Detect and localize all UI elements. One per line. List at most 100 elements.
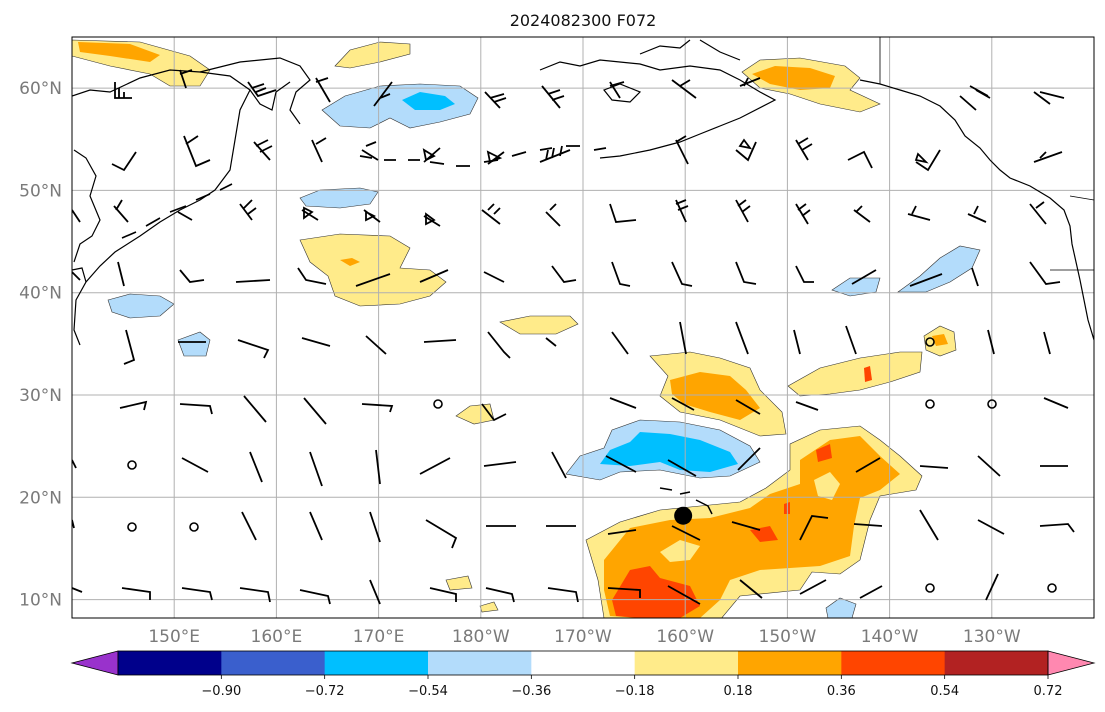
wind-barb [545,203,561,227]
calm-circle [925,399,935,409]
colorbar-tick-label: 0.18 [724,684,753,699]
wind-barb [481,203,501,225]
wind-barb [181,457,209,473]
colorbar-outline [117,650,1049,676]
wind-barb [481,403,507,422]
wind-barb [845,325,857,355]
wind-barb [909,273,943,287]
wind-barb [373,81,393,107]
storm-center-marker [674,506,693,525]
calm-circle [925,583,935,593]
wind-barb [735,399,761,415]
wind-barb [239,587,271,603]
colorbar-tick-label: 0.54 [930,684,959,699]
wind-barb [1033,151,1063,163]
wind-barb [301,337,331,347]
wind-barb [735,321,749,355]
anomaly-positive-region [499,315,579,335]
wind-barb [847,150,873,169]
latitude-label: 60°N [19,79,62,99]
wind-barb [486,150,505,165]
colorbar-segment [634,651,739,675]
kamchatka-coastline [72,69,251,346]
latitude-label: 20°N [19,488,62,508]
colorbar-tick-label: −0.36 [511,684,551,699]
wind-barb [253,139,273,161]
anomaly-negative-region [107,293,175,319]
colorbar-tick-label: −0.54 [408,684,448,699]
gulf-of-alaska-coastline [859,79,1094,341]
colorbar-segment [221,651,326,675]
wind-barb [179,403,213,415]
wind-barb [737,447,761,471]
anomaly-positive-peak [816,444,832,462]
longitude-label: 130°W [963,627,1021,647]
wind-barb [241,511,257,541]
wind-barb [977,455,1001,477]
calm-circle [127,460,137,470]
wind-barb [239,199,257,221]
wind-barb [117,261,125,287]
wind-barb [484,91,507,109]
anomaly-negative-region [831,277,881,297]
latitude-label: 40°N [19,284,62,304]
colorbar-segment [841,651,946,675]
wind-barb [919,509,939,541]
anomaly-positive-core [752,66,835,90]
longitude-label: 150°W [759,627,817,647]
wind-barb [671,525,701,541]
wind-barb [235,279,271,283]
wind-barb [419,457,451,475]
gridlines [72,37,1094,618]
wind-barb [419,269,449,283]
wind-barb [72,271,81,281]
wind-barb [731,521,761,531]
wind-barb [123,329,136,365]
colorbar-extend-low [70,650,119,676]
alaska-coastline [603,39,741,103]
wind-barb [667,585,701,605]
wind-barb [539,145,571,163]
latitude-label: 30°N [19,386,62,406]
wind-barb [363,209,381,223]
wind-barb [237,339,270,359]
anomaly-positive-region [455,403,495,425]
colorbar-tick-label: −0.18 [615,684,655,699]
longitude-label: 150°E [148,627,200,647]
wind-barb [72,587,83,593]
wind-barb [967,205,987,223]
wind-barb [609,81,625,99]
wind-barb [607,587,641,598]
wind-barb [859,585,883,599]
wind-barb [72,209,81,223]
wind-barb [795,203,811,225]
longitude-label: 180°W [452,627,510,647]
longitude-label: 170°E [353,627,405,647]
calm-wind-markers [127,337,1057,593]
wind-barb [541,85,565,109]
wind-barb [487,331,511,359]
wind-barb [429,587,457,602]
wind-barb [1043,397,1069,409]
wind-barb [299,589,331,605]
anomaly-positive-region [445,575,473,591]
wind-barb [247,81,277,98]
wind-barb [483,461,517,467]
calm-circle [987,399,997,409]
wind-barb [114,82,132,99]
map-frame [71,36,1095,619]
wind-barb [609,397,637,409]
wind-barb [72,459,77,469]
wind-barb [987,329,995,355]
japan-coastline [72,149,101,283]
anomaly-positive-core [340,258,360,266]
wind-barb [297,267,327,285]
wind-barb [485,587,515,603]
wind-barb [959,85,991,111]
colorbar-segment [428,651,532,675]
wind-barb [735,199,751,223]
wind-barb [365,335,387,355]
anomaly-positive-peak [612,566,700,618]
wind-barb [851,269,877,285]
